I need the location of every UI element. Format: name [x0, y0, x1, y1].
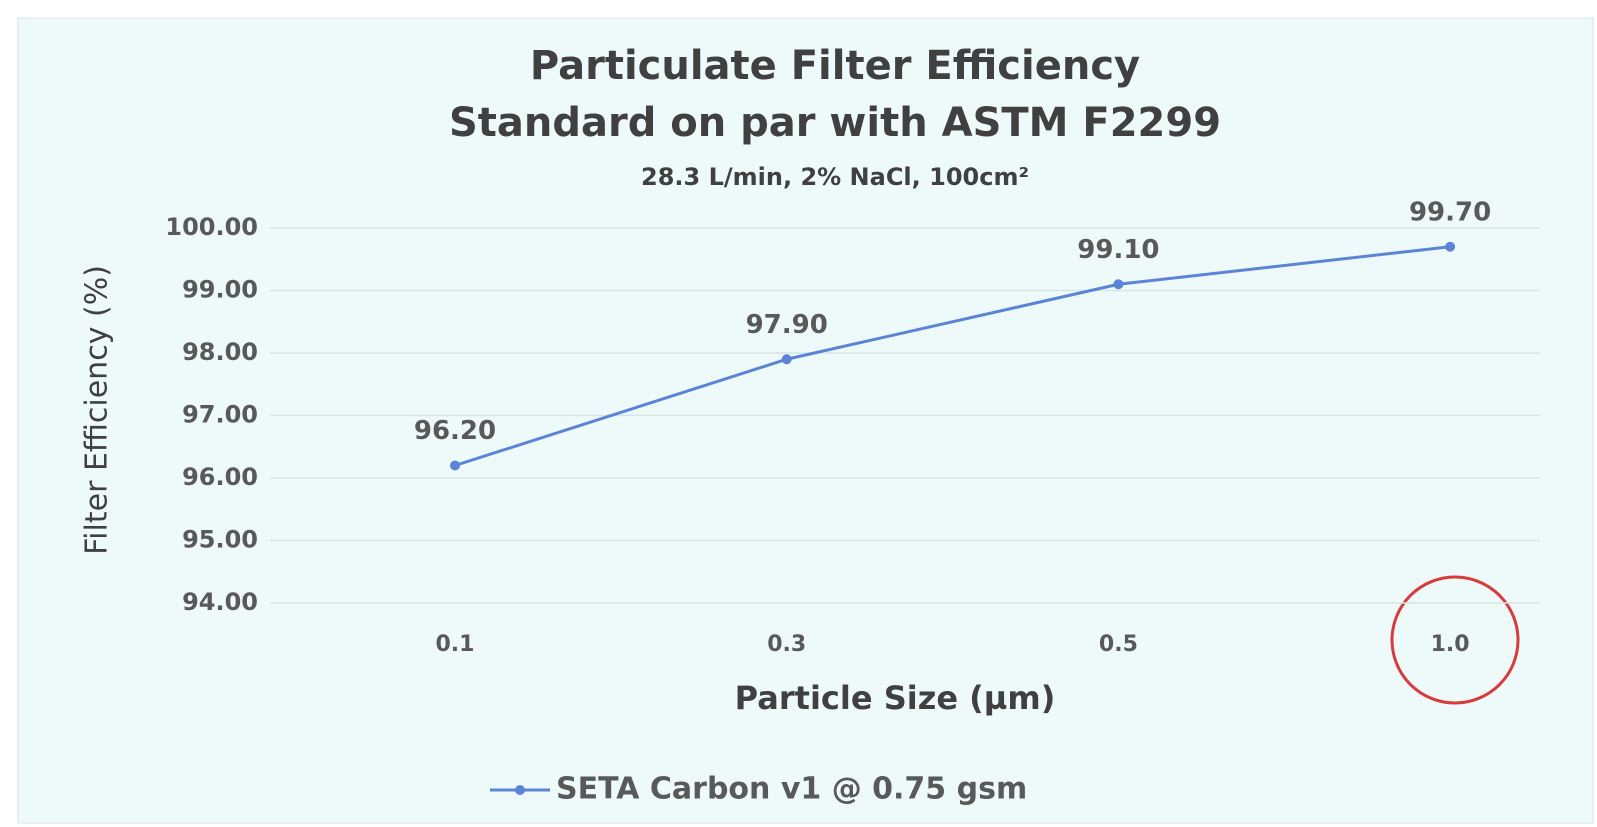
data-label: 97.90	[746, 310, 828, 340]
y-tick-label: 99.00	[182, 276, 258, 304]
data-label: 99.10	[1077, 235, 1159, 265]
y-tick-label: 98.00	[182, 338, 258, 366]
data-point	[1113, 279, 1124, 290]
data-point	[450, 460, 460, 471]
data-point	[781, 354, 792, 365]
legend-marker	[515, 785, 525, 795]
x-axis-label: Particle Size (µm)	[735, 679, 1056, 717]
x-tick-label: 1.0	[1431, 632, 1470, 657]
x-tick-label: 0.1	[436, 632, 475, 657]
y-tick-label: 95.00	[182, 526, 258, 554]
highlight-circle	[1390, 575, 1520, 705]
chart-title: Standard on par with ASTM F2299	[449, 100, 1221, 146]
series-line	[454, 245, 1451, 467]
data-label: 96.20	[414, 416, 496, 446]
y-axis-label: Filter Efficiency (%)	[80, 265, 115, 555]
legend-label: SETA Carbon v1 @ 0.75 gsm	[556, 772, 1027, 807]
data-label: 99.70	[1409, 197, 1491, 227]
data-point	[1445, 241, 1456, 252]
y-tick-label: 94.00	[182, 588, 258, 616]
y-tick-label: 96.00	[182, 463, 258, 491]
chart-subtitle: 28.3 L/min, 2% NaCl, 100cm²	[641, 163, 1029, 191]
x-tick-label: 0.3	[767, 632, 806, 657]
chart-background	[17, 17, 1594, 824]
y-tick-label: 97.00	[182, 401, 258, 429]
x-tick-label: 0.5	[1099, 632, 1138, 657]
chart-title: Particulate Filter Efficiency	[530, 43, 1140, 89]
y-tick-label: 100.00	[165, 213, 258, 241]
